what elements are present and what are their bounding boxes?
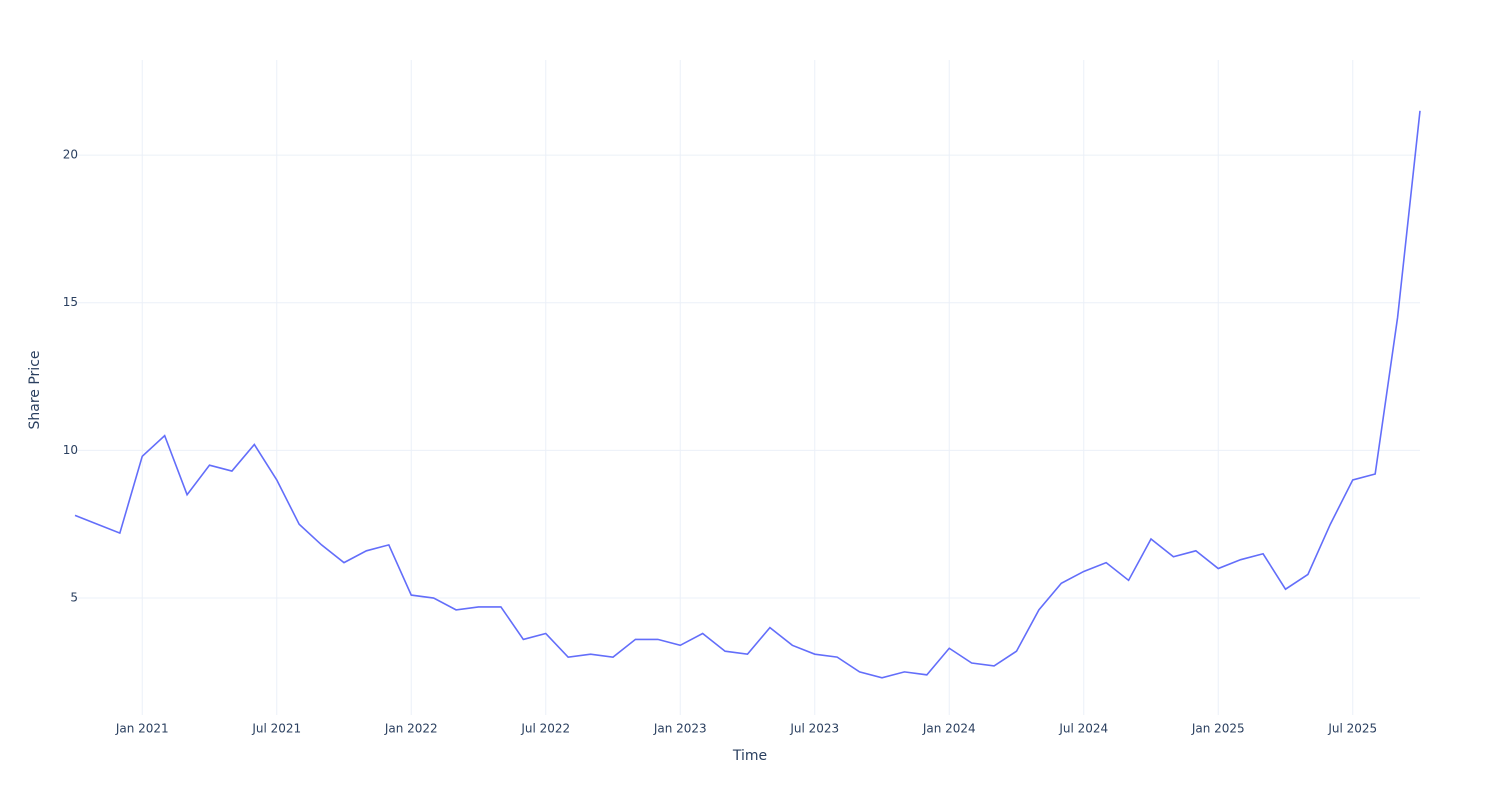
x-tick-label: Jul 2025 [1327,722,1377,736]
y-tick-label: 20 [63,148,78,162]
x-tick-label: Jan 2023 [653,722,707,736]
x-tick-label: Jan 2025 [1191,722,1245,736]
y-tick-label: 15 [63,295,78,309]
x-tick-label: Jan 2024 [922,722,976,736]
x-tick-label: Jul 2024 [1058,722,1108,736]
x-tick-label: Jan 2022 [384,722,438,736]
price-line [74,110,1421,679]
x-axis-title: Time [732,748,767,764]
x-tick-label: Jul 2022 [520,722,570,736]
y-tick-label: 10 [63,443,78,457]
x-tick-label: Jan 2021 [115,722,169,736]
x-tick-label: Jul 2023 [789,722,839,736]
y-tick-label: 5 [70,591,78,605]
y-axis-title: Share Price [27,350,43,429]
x-tick-label: Jul 2021 [251,722,301,736]
